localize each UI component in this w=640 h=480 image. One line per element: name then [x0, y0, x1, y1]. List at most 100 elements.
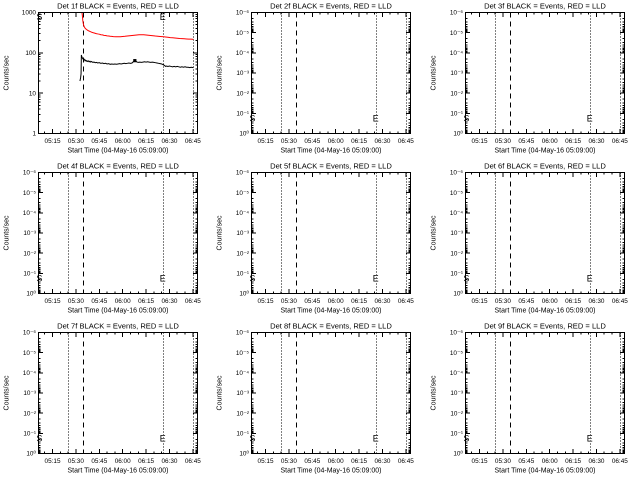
x-tick-label: 05:45	[518, 298, 534, 305]
flare-start-marker: S	[463, 273, 469, 283]
y-tick-label: 10⁻²	[450, 250, 463, 257]
flare-start-marker: S	[250, 433, 256, 443]
flare-end-marker: E	[586, 113, 592, 123]
axis-frame	[37, 172, 198, 294]
x-tick-label: 06:30	[588, 458, 604, 465]
x-axis-label: Start Time (04-May-16 05:09:00)	[281, 147, 382, 154]
flare-start-marker: S	[250, 273, 256, 283]
series-events-square-marker	[133, 59, 137, 63]
y-tick-label: 10⁻⁵	[236, 190, 249, 197]
y-tick-label: 10⁻³	[237, 390, 250, 397]
y-tick-label: 10⁻³	[450, 390, 463, 397]
panel-det-1f-chart: 1 10 100 1000 05:15 05:30 05:45 06:00 06:15 06:30…	[3, 2, 201, 155]
x-tick-label: 05:15	[258, 298, 274, 305]
flare-start-marker: S	[250, 113, 256, 123]
y-tick-label: 10⁻²	[450, 90, 463, 97]
panel-title: Det 6f BLACK = Events, RED = LLD	[484, 162, 606, 171]
x-axis-label: Start Time (04-May-16 05:09:00)	[68, 467, 169, 474]
x-tick-label: 05:30	[68, 458, 84, 465]
x-tick-label: 06:00	[541, 458, 557, 465]
x-tick-label: 06:15	[351, 458, 367, 465]
panel-det-3f-chart: 10⁰ 10⁻¹ 10⁻² 10⁻³ 10⁻⁴ 10⁻⁵ 10⁻⁶ 05:15 05:30 05:…	[430, 2, 628, 155]
panel-det-4f: 10⁰ 10⁻¹ 10⁻² 10⁻³ 10⁻⁴ 10⁻⁵ 10⁻⁶ 05:15 05:30 05:…	[0, 160, 213, 320]
y-axis-label: Counts/sec	[3, 215, 10, 250]
y-tick-label: 10⁻⁴	[449, 50, 462, 57]
x-tick-label: 05:45	[91, 298, 107, 305]
x-tick-label: 06:45	[398, 458, 414, 465]
flare-start-marker: S	[463, 113, 469, 123]
x-tick-label: 05:15	[258, 458, 274, 465]
flare-end-marker: E	[373, 433, 379, 443]
x-tick-label: 06:45	[185, 458, 201, 465]
y-tick-label: 10⁻⁵	[450, 190, 463, 197]
y-axis-label: Counts/sec	[217, 375, 224, 410]
x-tick-label: 06:15	[138, 138, 154, 145]
x-axis-label: Start Time (04-May-16 05:09:00)	[494, 307, 595, 314]
panel-det-2f-chart: 10⁰ 10⁻¹ 10⁻² 10⁻³ 10⁻⁴ 10⁻⁵ 10⁻⁶ 05:15 05:30 05:…	[217, 2, 415, 155]
x-tick-label: 06:00	[115, 138, 131, 145]
panel-det-7f: 10⁰ 10⁻¹ 10⁻² 10⁻³ 10⁻⁴ 10⁻⁵ 10⁻⁶ 05:15 05:30 05:…	[0, 320, 213, 480]
y-tick-label: 10⁰	[453, 451, 463, 458]
x-tick-label: 06:45	[611, 138, 627, 145]
x-tick-label: 05:45	[305, 138, 321, 145]
y-tick-label: 10⁻⁴	[449, 370, 462, 377]
y-tick-label: 10⁻²	[23, 410, 36, 417]
x-tick-label: 06:30	[161, 298, 177, 305]
x-tick-label: 06:00	[541, 138, 557, 145]
panel-det-8f: 10⁰ 10⁻¹ 10⁻² 10⁻³ 10⁻⁴ 10⁻⁵ 10⁻⁶ 05:15 05:30 05:…	[213, 320, 426, 480]
panel-title: Det 1f BLACK = Events, RED = LLD	[57, 2, 179, 11]
panel-det-5f-chart: 10⁰ 10⁻¹ 10⁻² 10⁻³ 10⁻⁴ 10⁻⁵ 10⁻⁶ 05:15 05:30 05:…	[217, 162, 415, 315]
y-tick-label: 10⁻⁴	[449, 210, 462, 217]
y-tick-label: 10⁻⁶	[236, 170, 249, 177]
axis-frame	[37, 332, 198, 454]
x-tick-label: 05:45	[91, 458, 107, 465]
y-tick-label: 1	[32, 131, 36, 138]
x-tick-label: 05:15	[471, 458, 487, 465]
y-tick-label: 10⁰	[240, 291, 250, 298]
x-tick-label: 06:15	[351, 298, 367, 305]
x-tick-label: 05:15	[471, 298, 487, 305]
y-tick-label: 10⁻¹	[450, 431, 463, 438]
flare-end-marker: E	[586, 433, 592, 443]
y-tick-label: 100	[25, 50, 36, 57]
y-tick-label: 10⁰	[240, 451, 250, 458]
x-tick-label: 05:30	[495, 138, 511, 145]
x-tick-label: 05:30	[281, 298, 297, 305]
x-tick-label: 06:45	[185, 138, 201, 145]
x-tick-label: 06:30	[588, 138, 604, 145]
x-tick-label: 05:45	[518, 138, 534, 145]
flare-start-marker: S	[36, 12, 42, 22]
y-tick-label: 10⁻⁵	[450, 350, 463, 357]
y-tick-label: 10⁻⁵	[236, 350, 249, 357]
y-tick-label: 1000	[22, 10, 37, 17]
panel-title: Det 2f BLACK = Events, RED = LLD	[270, 2, 392, 11]
x-tick-label: 06:45	[398, 298, 414, 305]
y-tick-label: 10⁰	[453, 291, 463, 298]
panel-title: Det 5f BLACK = Events, RED = LLD	[270, 162, 392, 171]
panel-det-9f-chart: 10⁰ 10⁻¹ 10⁻² 10⁻³ 10⁻⁴ 10⁻⁵ 10⁻⁶ 05:15 05:30 05:…	[430, 322, 628, 475]
y-tick-label: 10⁻¹	[237, 431, 250, 438]
panel-det-4f-chart: 10⁰ 10⁻¹ 10⁻² 10⁻³ 10⁻⁴ 10⁻⁵ 10⁻⁶ 05:15 05:30 05:…	[3, 162, 201, 315]
axis-frame	[251, 12, 412, 134]
panel-title: Det 7f BLACK = Events, RED = LLD	[57, 322, 179, 331]
axis-frame	[464, 12, 625, 134]
y-tick-label: 10⁻¹	[23, 431, 36, 438]
axis-frame	[251, 332, 412, 454]
y-tick-label: 10⁻³	[237, 70, 250, 77]
y-tick-label: 10⁻⁴	[236, 370, 249, 377]
x-tick-label: 05:30	[281, 138, 297, 145]
x-tick-label: 06:15	[565, 298, 581, 305]
x-tick-label: 06:00	[328, 298, 344, 305]
axis-frame	[464, 332, 625, 454]
x-tick-label: 06:15	[351, 138, 367, 145]
x-axis-label: Start Time (04-May-16 05:09:00)	[494, 147, 595, 154]
y-tick-label: 10⁰	[26, 451, 36, 458]
x-tick-label: 05:15	[471, 138, 487, 145]
panel-det-6f-chart: 10⁰ 10⁻¹ 10⁻² 10⁻³ 10⁻⁴ 10⁻⁵ 10⁻⁶ 05:15 05:30 05:…	[430, 162, 628, 315]
y-axis-label: Counts/sec	[430, 215, 437, 250]
x-tick-label: 05:45	[518, 458, 534, 465]
panel-det-6f: 10⁰ 10⁻¹ 10⁻² 10⁻³ 10⁻⁴ 10⁻⁵ 10⁻⁶ 05:15 05:30 05:…	[427, 160, 640, 320]
y-axis-label: Counts/sec	[430, 55, 437, 90]
